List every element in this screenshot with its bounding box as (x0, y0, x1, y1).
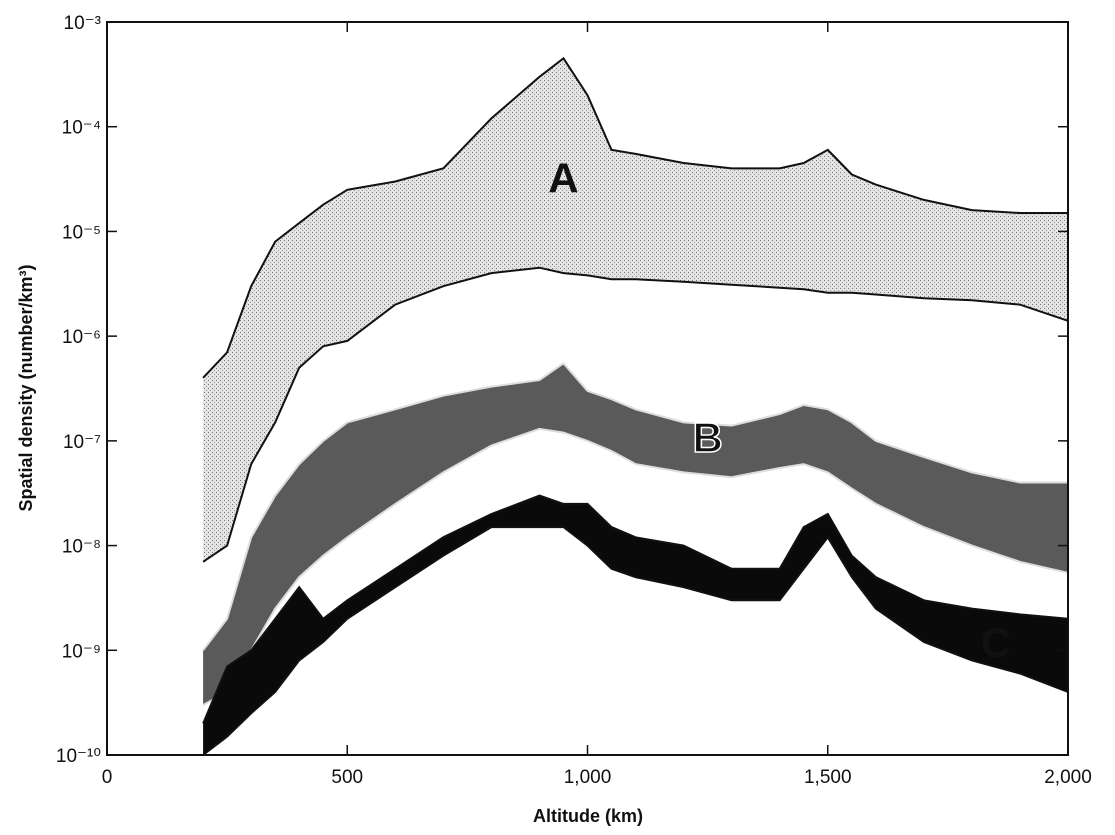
band-upper (202, 494, 1069, 724)
y-axis-title: Spatial density (number/km³) (16, 264, 36, 511)
band-upper (202, 56, 1068, 379)
band-area (203, 495, 1069, 755)
y-tick-label: 10⁻⁵ (62, 222, 101, 243)
y-tick-label: 10⁻³ (64, 13, 102, 34)
band-area (203, 58, 1069, 562)
band-upper (202, 361, 1068, 651)
x-tick-label: 500 (331, 767, 363, 788)
band-label: A (548, 155, 578, 202)
x-tick-label: 2,000 (1044, 767, 1092, 788)
band-lower (202, 427, 1069, 706)
x-axis-title: Altitude (km) (533, 806, 643, 826)
band-label: C (981, 619, 1011, 666)
y-tick-label: 10⁻⁷ (63, 432, 101, 453)
x-tick-label: 1,000 (564, 767, 612, 788)
band-lower (202, 526, 1069, 756)
y-tick-label: 10⁻¹⁰ (56, 746, 101, 767)
band-area (203, 363, 1069, 705)
y-tick-label: 10⁻⁸ (62, 537, 101, 558)
band-lower (202, 266, 1069, 563)
y-tick-label: 10⁻⁴ (62, 118, 101, 139)
y-tick-label: 10⁻⁶ (62, 327, 101, 348)
band-label: B (692, 414, 722, 461)
x-tick-label: 0 (102, 767, 113, 788)
y-tick-label: 10⁻⁹ (62, 641, 101, 662)
x-tick-label: 1,500 (804, 767, 852, 788)
